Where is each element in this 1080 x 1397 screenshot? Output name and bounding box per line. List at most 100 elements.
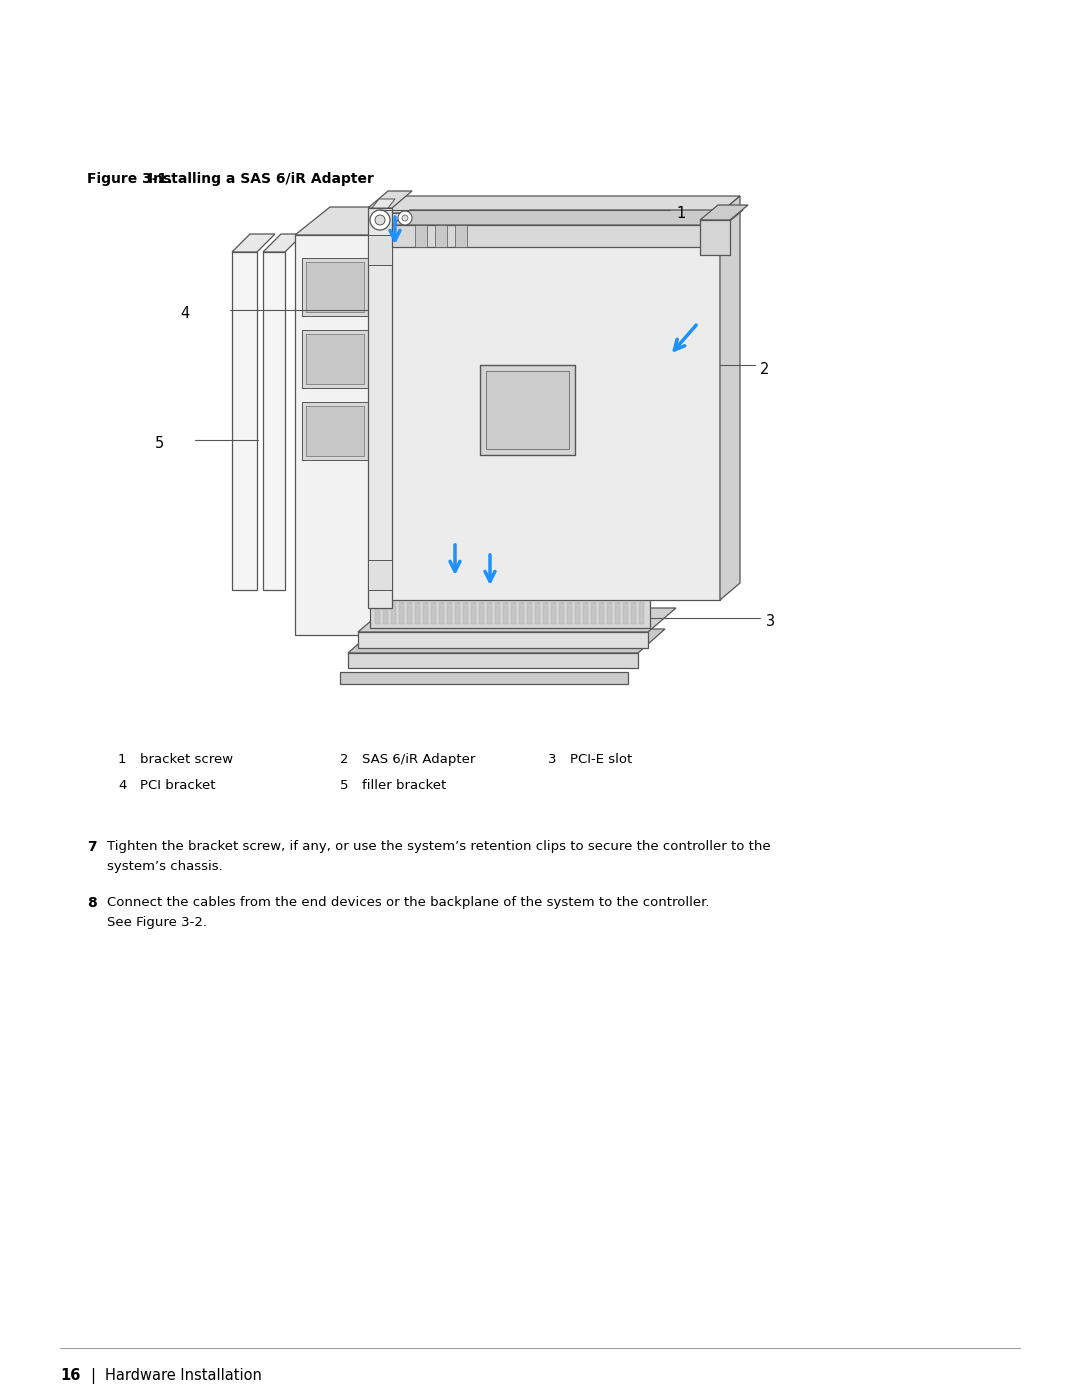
Polygon shape bbox=[415, 225, 427, 247]
Text: PCI bracket: PCI bracket bbox=[140, 780, 216, 792]
Polygon shape bbox=[306, 407, 364, 455]
Text: 3: 3 bbox=[766, 615, 775, 630]
Text: 2: 2 bbox=[760, 362, 769, 377]
Polygon shape bbox=[471, 602, 476, 624]
Text: PCI-E slot: PCI-E slot bbox=[570, 753, 632, 766]
Polygon shape bbox=[348, 629, 665, 652]
Polygon shape bbox=[623, 602, 627, 624]
Polygon shape bbox=[357, 631, 648, 648]
Polygon shape bbox=[295, 235, 378, 636]
Polygon shape bbox=[631, 602, 636, 624]
Polygon shape bbox=[391, 602, 396, 624]
Text: 5: 5 bbox=[340, 780, 349, 792]
Polygon shape bbox=[306, 334, 364, 384]
Text: See Figure 3-2.: See Figure 3-2. bbox=[107, 916, 207, 929]
Polygon shape bbox=[264, 251, 285, 590]
Circle shape bbox=[375, 215, 384, 225]
Polygon shape bbox=[232, 251, 257, 590]
Polygon shape bbox=[372, 198, 395, 208]
Polygon shape bbox=[232, 235, 275, 251]
Polygon shape bbox=[511, 602, 516, 624]
Polygon shape bbox=[423, 602, 428, 624]
Polygon shape bbox=[375, 602, 380, 624]
Polygon shape bbox=[302, 330, 368, 388]
Text: 3: 3 bbox=[548, 753, 556, 766]
Polygon shape bbox=[591, 602, 596, 624]
Text: 16: 16 bbox=[60, 1368, 80, 1383]
Polygon shape bbox=[455, 602, 460, 624]
Polygon shape bbox=[487, 602, 492, 624]
Polygon shape bbox=[302, 258, 368, 316]
Polygon shape bbox=[306, 263, 364, 312]
Text: bracket screw: bracket screw bbox=[140, 753, 233, 766]
Text: system’s chassis.: system’s chassis. bbox=[107, 861, 222, 873]
Polygon shape bbox=[700, 219, 730, 256]
Text: Connect the cables from the end devices or the backplane of the system to the co: Connect the cables from the end devices … bbox=[107, 895, 710, 909]
Polygon shape bbox=[368, 191, 411, 208]
Text: 5: 5 bbox=[156, 436, 164, 451]
Polygon shape bbox=[551, 602, 556, 624]
Polygon shape bbox=[407, 602, 411, 624]
Text: filler bracket: filler bracket bbox=[362, 780, 446, 792]
Polygon shape bbox=[607, 602, 612, 624]
Polygon shape bbox=[370, 574, 680, 598]
Polygon shape bbox=[575, 602, 580, 624]
Polygon shape bbox=[384, 212, 720, 599]
Polygon shape bbox=[264, 235, 303, 251]
Polygon shape bbox=[700, 205, 748, 219]
Polygon shape bbox=[480, 365, 575, 455]
Polygon shape bbox=[295, 207, 415, 235]
Polygon shape bbox=[435, 225, 447, 247]
Polygon shape bbox=[415, 602, 420, 624]
Polygon shape bbox=[720, 196, 740, 599]
Polygon shape bbox=[431, 602, 436, 624]
Text: Figure 3-1.: Figure 3-1. bbox=[87, 172, 173, 186]
Polygon shape bbox=[383, 602, 388, 624]
Text: Installing a SAS 6/iR Adapter: Installing a SAS 6/iR Adapter bbox=[148, 172, 374, 186]
Text: 4: 4 bbox=[118, 780, 126, 792]
Circle shape bbox=[370, 210, 390, 231]
Polygon shape bbox=[567, 602, 572, 624]
Polygon shape bbox=[480, 602, 484, 624]
Polygon shape bbox=[543, 602, 548, 624]
Polygon shape bbox=[559, 602, 564, 624]
Text: Hardware Installation: Hardware Installation bbox=[105, 1368, 261, 1383]
Polygon shape bbox=[503, 602, 508, 624]
Polygon shape bbox=[527, 602, 532, 624]
Polygon shape bbox=[368, 560, 392, 590]
Text: 4: 4 bbox=[180, 306, 189, 321]
Polygon shape bbox=[368, 208, 392, 608]
Polygon shape bbox=[495, 602, 500, 624]
Polygon shape bbox=[384, 196, 740, 212]
Polygon shape bbox=[535, 602, 540, 624]
Polygon shape bbox=[486, 372, 569, 448]
Text: 2: 2 bbox=[340, 753, 349, 766]
Polygon shape bbox=[378, 207, 415, 636]
Polygon shape bbox=[599, 602, 604, 624]
Polygon shape bbox=[370, 598, 650, 629]
Polygon shape bbox=[357, 608, 676, 631]
Polygon shape bbox=[438, 602, 444, 624]
Polygon shape bbox=[399, 602, 404, 624]
Polygon shape bbox=[615, 602, 620, 624]
Text: 1: 1 bbox=[118, 753, 126, 766]
Text: Tighten the bracket screw, if any, or use the system’s retention clips to secure: Tighten the bracket screw, if any, or us… bbox=[107, 840, 771, 854]
Text: 8: 8 bbox=[87, 895, 97, 909]
Polygon shape bbox=[463, 602, 468, 624]
Polygon shape bbox=[302, 402, 368, 460]
Polygon shape bbox=[519, 602, 524, 624]
Polygon shape bbox=[348, 652, 638, 668]
Polygon shape bbox=[583, 602, 588, 624]
Text: |: | bbox=[90, 1368, 95, 1384]
Circle shape bbox=[399, 211, 411, 225]
Polygon shape bbox=[392, 225, 725, 247]
Text: SAS 6/iR Adapter: SAS 6/iR Adapter bbox=[362, 753, 475, 766]
Text: 7: 7 bbox=[87, 840, 96, 854]
Text: 1: 1 bbox=[676, 207, 685, 222]
Polygon shape bbox=[447, 602, 453, 624]
Polygon shape bbox=[455, 225, 467, 247]
Circle shape bbox=[402, 215, 408, 221]
Polygon shape bbox=[639, 602, 644, 624]
Polygon shape bbox=[368, 235, 392, 265]
Polygon shape bbox=[392, 210, 743, 225]
